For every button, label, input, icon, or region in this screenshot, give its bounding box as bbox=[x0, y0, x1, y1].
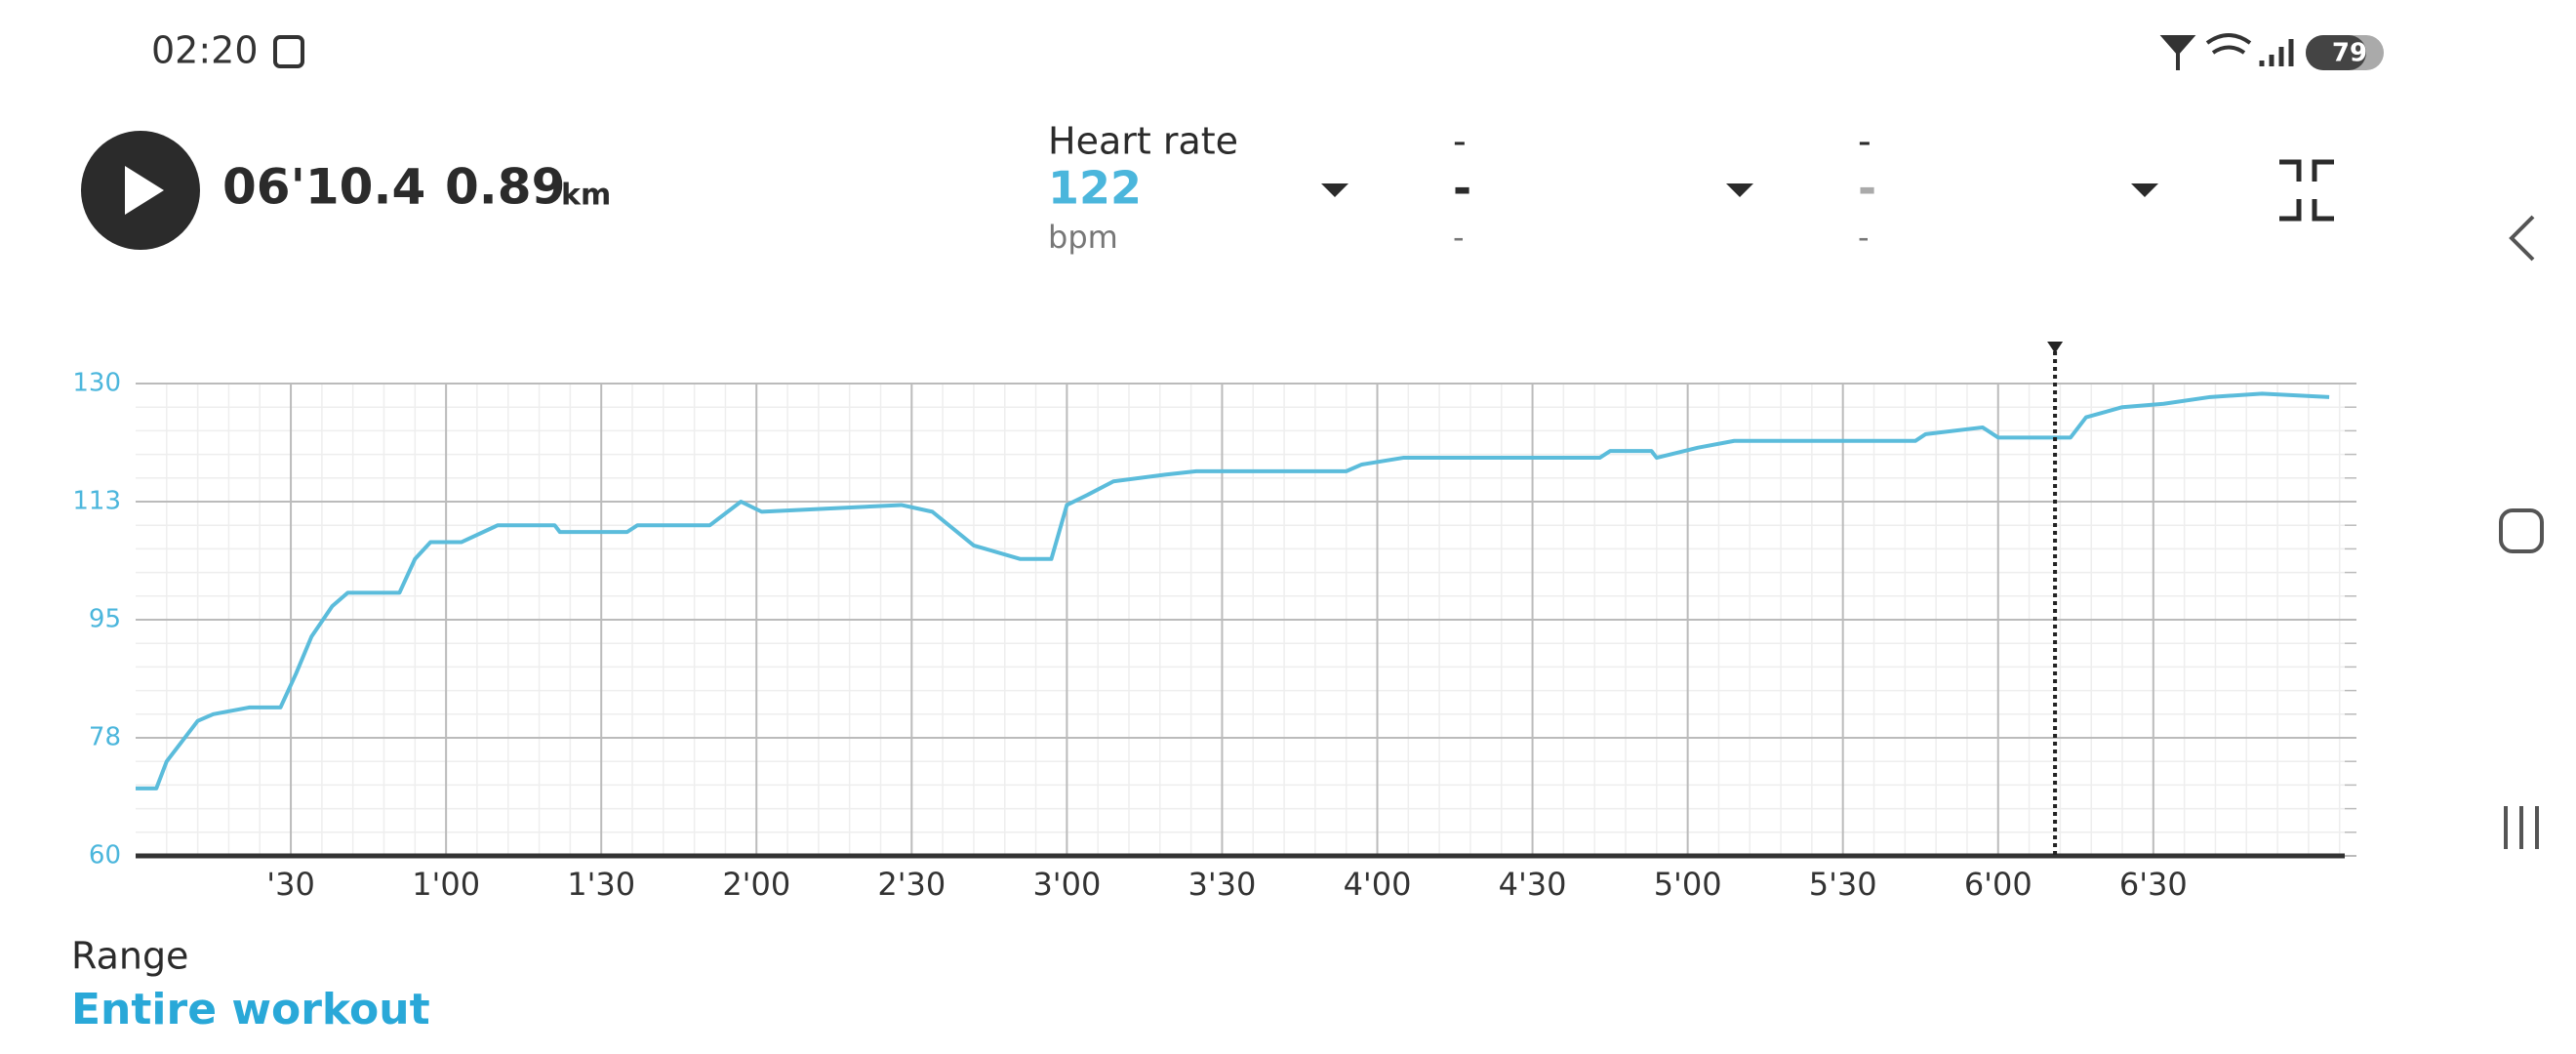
range-label: Range bbox=[71, 935, 188, 978]
metric-unit: bpm bbox=[1048, 219, 1118, 256]
chart: '30 1'00 1'30 2'00 2'30 3'00 3'30 4'00 4'30 5'00 5… bbox=[72, 342, 2356, 903]
metric-dropdown[interactable] bbox=[2131, 183, 2158, 197]
y-tick-label: 95 bbox=[89, 605, 121, 634]
x-tick-label: 6'00 bbox=[1964, 866, 2033, 903]
distance-unit: km bbox=[561, 179, 611, 213]
x-tick-label: 4'00 bbox=[1344, 866, 1412, 903]
x-tick-label: 3'00 bbox=[1032, 866, 1101, 903]
x-tick-label: 1'30 bbox=[567, 866, 635, 903]
x-tick-label: 1'00 bbox=[412, 866, 480, 903]
signal-icon bbox=[2159, 35, 2196, 70]
x-tick-label: 5'00 bbox=[1654, 866, 1722, 903]
metric-dropdown[interactable] bbox=[1726, 183, 1753, 197]
cell-icon bbox=[2259, 39, 2294, 66]
play-icon bbox=[125, 166, 164, 215]
screenshot-icon bbox=[273, 35, 304, 68]
y-tick-label: 78 bbox=[89, 723, 121, 752]
collapse-button[interactable] bbox=[2279, 159, 2334, 222]
back-button[interactable] bbox=[2509, 215, 2535, 262]
metric-dropdown[interactable] bbox=[1321, 183, 1348, 197]
y-tick-label: 130 bbox=[72, 369, 121, 398]
line-series bbox=[136, 391, 2330, 790]
x-tick-label: 2'00 bbox=[722, 866, 790, 903]
range-value[interactable]: Entire workout bbox=[71, 985, 430, 1034]
battery-text: 79 bbox=[2332, 39, 2367, 68]
wifi-icon bbox=[2205, 33, 2252, 55]
metric-unit: - bbox=[1858, 219, 1870, 256]
duration: 06'10.4 bbox=[222, 159, 425, 216]
x-tick-label: '30 bbox=[266, 866, 315, 903]
y-tick-label: 60 bbox=[89, 841, 121, 871]
clock: 02:20 bbox=[151, 29, 259, 72]
x-tick-label: 3'30 bbox=[1188, 866, 1257, 903]
metric-unit: - bbox=[1453, 219, 1465, 256]
metric-label: Heart rate bbox=[1048, 120, 1238, 163]
x-tick-label: 2'30 bbox=[877, 866, 946, 903]
metric-value: 122 bbox=[1048, 162, 1142, 215]
y-tick-label: 113 bbox=[72, 487, 121, 516]
metric-value: - bbox=[1858, 162, 1876, 215]
cursor-handle bbox=[2047, 342, 2064, 353]
metric-value: - bbox=[1453, 162, 1471, 215]
recents-button[interactable] bbox=[2504, 806, 2539, 849]
metric-label: - bbox=[1858, 120, 1872, 163]
metric-label: - bbox=[1453, 120, 1467, 163]
x-tick-label: 6'30 bbox=[2119, 866, 2188, 903]
home-button[interactable] bbox=[2499, 508, 2544, 553]
distance: 0.89 bbox=[445, 159, 565, 216]
x-tick-label: 4'30 bbox=[1499, 866, 1567, 903]
x-tick-label: 5'30 bbox=[1809, 866, 1877, 903]
battery-level bbox=[2306, 35, 2366, 70]
